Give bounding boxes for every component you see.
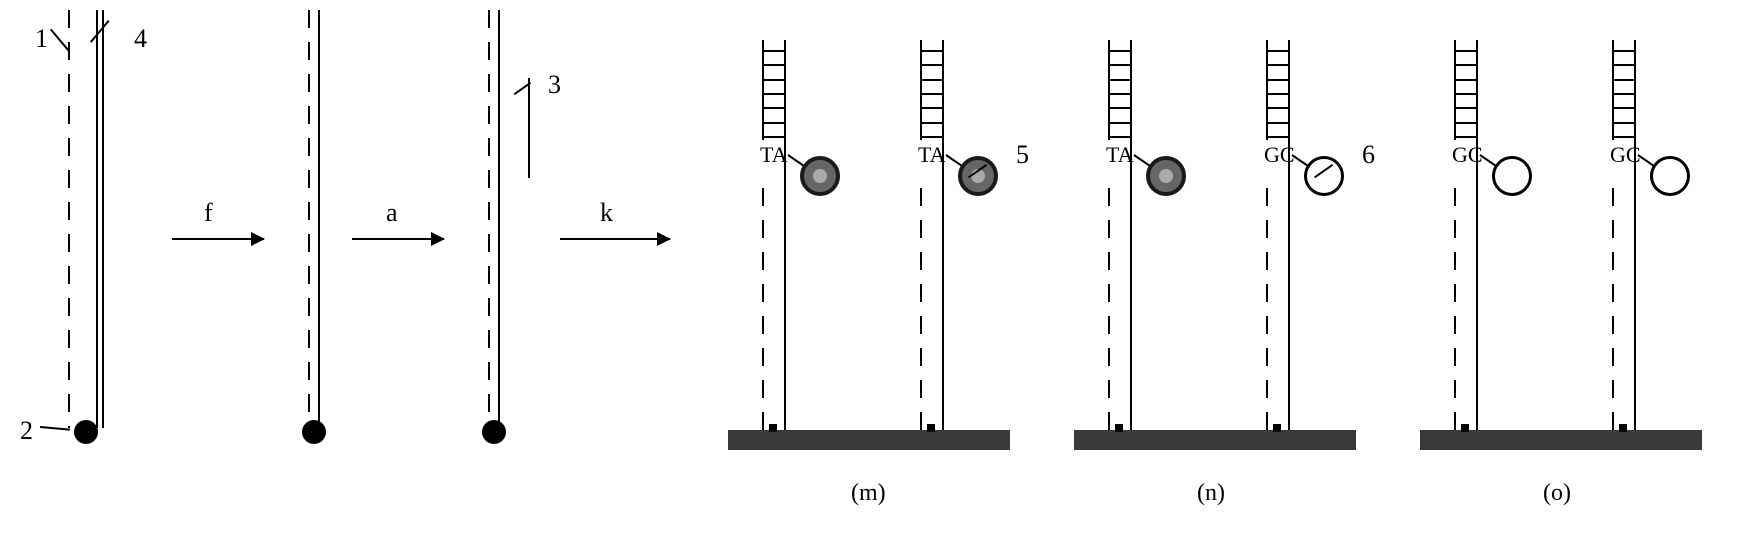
label-3: 3 bbox=[548, 70, 561, 100]
arrow-f-label: f bbox=[204, 198, 213, 228]
arrow-f bbox=[172, 238, 264, 240]
paren-o: (o) bbox=[1543, 480, 1571, 507]
strand-solid-m-0 bbox=[784, 140, 786, 430]
arrow-k bbox=[560, 238, 670, 240]
arrow-a bbox=[352, 238, 444, 240]
anchor-o-0 bbox=[1461, 424, 1469, 432]
strand-solid-n-1 bbox=[1288, 140, 1290, 430]
strand-solid-o-0 bbox=[1476, 140, 1478, 430]
strand-solid-2 bbox=[318, 10, 320, 428]
leader-2 bbox=[40, 426, 70, 431]
label-2: 2 bbox=[20, 416, 33, 446]
platform-o bbox=[1420, 430, 1702, 450]
anchor-o-1 bbox=[1619, 424, 1627, 432]
foot-bead-3 bbox=[482, 420, 506, 444]
paren-m: (m) bbox=[851, 480, 886, 507]
label-5: 5 bbox=[1016, 140, 1029, 170]
arrow-a-label: a bbox=[386, 198, 398, 228]
anchor-n-0 bbox=[1115, 424, 1123, 432]
bead-n-0 bbox=[1146, 156, 1186, 196]
foot-bead-1 bbox=[74, 420, 98, 444]
bead-m-1 bbox=[958, 156, 998, 196]
strand-short-3 bbox=[528, 78, 530, 178]
bead-o-0 bbox=[1492, 156, 1532, 196]
strand-solid-1b bbox=[102, 10, 104, 428]
bead-o-1 bbox=[1650, 156, 1690, 196]
paren-n: (n) bbox=[1197, 480, 1225, 507]
foot-bead-2 bbox=[302, 420, 326, 444]
leader-4 bbox=[90, 20, 110, 43]
anchor-m-1 bbox=[927, 424, 935, 432]
bead-n-1 bbox=[1304, 156, 1344, 196]
label-4: 4 bbox=[134, 24, 147, 54]
bead-m-0 bbox=[800, 156, 840, 196]
anchor-n-1 bbox=[1273, 424, 1281, 432]
strand-solid-1a bbox=[96, 10, 98, 428]
label-1: 1 bbox=[35, 24, 48, 54]
strand-solid-m-1 bbox=[942, 140, 944, 430]
strand-solid-o-1 bbox=[1634, 140, 1636, 430]
strand-solid-3 bbox=[498, 10, 500, 428]
platform-n bbox=[1074, 430, 1356, 450]
arrow-k-label: k bbox=[600, 198, 613, 228]
anchor-m-0 bbox=[769, 424, 777, 432]
platform-m bbox=[728, 430, 1010, 450]
strand-solid-n-0 bbox=[1130, 140, 1132, 430]
leader-1 bbox=[50, 29, 70, 52]
label-6: 6 bbox=[1362, 140, 1375, 170]
